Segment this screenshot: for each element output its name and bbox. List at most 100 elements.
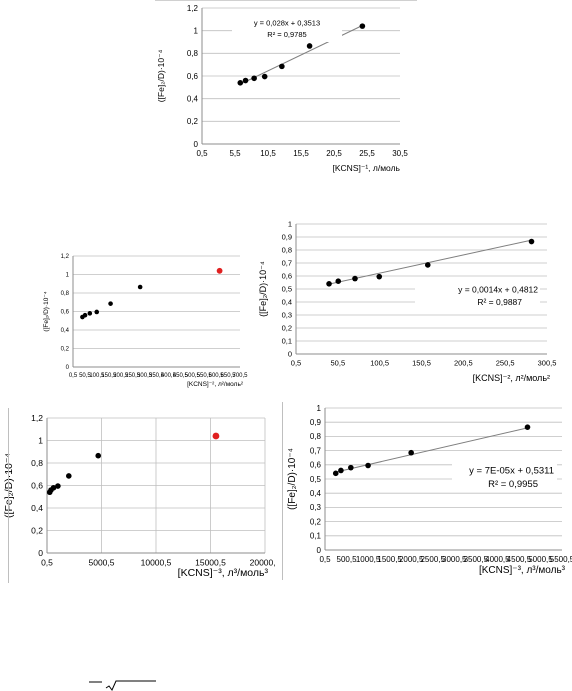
equation-box [452,462,557,490]
y-tick-label: 0 [288,350,292,359]
y-tick-label: 0,9 [310,418,322,427]
r-squared-label: R² = 0,9955 [488,479,538,490]
data-point [108,301,113,306]
x-tick-label: 15000,5 [195,558,226,568]
data-point [376,273,383,280]
chart-4: 0 0,2 0,4 0,6 0,8 1 1,2 0,5 5000,5 10000,5 15000,5… [3,413,275,579]
data-point [338,467,344,474]
chart-5-left-border [282,402,283,580]
data-point [55,483,61,489]
x-tick-label: 450,5 [173,373,189,379]
data-point [279,63,285,70]
y-tick-label: 1,2 [187,4,199,13]
x-tick-label: 3000,5 [442,555,467,564]
y-tick-label: 0,8 [187,49,199,58]
y-tick-label: 1 [317,404,322,413]
y-tick-label: 0,5 [310,475,322,484]
x-tick-label: 10,5 [260,149,276,158]
x-tick-label: 0,5 [291,359,301,368]
x-tick-label: 2500,5 [420,555,445,564]
data-point [524,424,531,430]
y-tick-label: 0,4 [31,503,43,513]
x-axis-title: [KCNS]⁻³, л³/моль³ [479,565,566,576]
equation-box [232,16,342,42]
r-squared-label: R² = 0,9887 [477,297,522,307]
data-point [261,73,268,80]
data-point [251,75,257,82]
y-tick-label: 0,6 [187,72,199,81]
x-tick-label: 550,5 [197,373,213,379]
y-tick-label: 1 [288,220,292,229]
y-tick-label: 0,6 [31,480,43,490]
x-tick-label: 5500,5 [550,555,572,564]
x-tick-label: 250,5 [496,359,515,368]
data-point [65,473,72,479]
chart-4-left-border [8,408,9,583]
y-tick-label: 1 [38,435,43,445]
x-tick-label: 0,5 [319,555,331,564]
data-point [94,309,100,315]
x-tick-label: 50,5 [79,373,91,379]
x-tick-label: 5000,5 [89,558,115,568]
x-tick-label: 4000,5 [485,555,510,564]
y-axis-title: ([Fe]₂/D)·10⁻⁴ [43,291,50,331]
y-tick-label: 1 [194,26,199,35]
y-tick-label: 0,6 [310,461,322,470]
y-tick-label: 0,5 [282,285,292,294]
data-point [95,452,102,459]
x-tick-label: 20000,5 [250,558,275,568]
y-tick-label: 0,8 [282,246,292,255]
outlier-point [216,267,223,274]
x-tick-label: 150,5 [101,373,117,379]
y-tick-label: 0 [66,365,70,371]
x-axis-title: [KCNS]⁻¹, л/моль [333,163,401,173]
data-point [365,462,371,469]
x-tick-label: 1000,5 [356,555,381,564]
x-tick-label: 300,5 [137,373,153,379]
data-point [528,238,535,245]
y-axis-title: ([Fe]₂/D)·10⁻⁴ [156,49,166,102]
y-tick-label: 0,9 [282,233,292,242]
y-tick-label: 0,4 [282,298,292,307]
y-tick-label: 0,2 [187,117,199,126]
x-tick-label: 30,5 [392,149,408,158]
x-tick-label: 700,5 [232,373,248,379]
x-tick-label: 0,5 [69,373,78,379]
y-tick-label: 0,6 [61,310,70,316]
y-tick-label: 1 [66,273,70,279]
data-point [326,281,332,287]
x-tick-label: 500,5 [185,373,201,379]
chart-2: 0 0,2 0,4 0,6 0,8 1 1,2 0,5 50,5100,5150,5200,52… [43,254,248,388]
data-point [237,80,244,86]
chart-5: 0 0,1 0,2 0,3 0,4 0,5 0,6 0,7 0,8 0,9 1 0,5 500,5 100… [287,404,572,576]
y-tick-label: 0 [38,548,43,558]
y-tick-label: 0,1 [282,337,292,346]
y-axis-title: ([Fe]₂/D)·10⁻⁴ [287,448,298,510]
trendline [328,239,532,285]
chart-1: 0 0,2 0,4 0,6 0,8 1 1,2 0,5 5,5 10,5 15,5 20,5 25,5 3… [156,4,408,173]
x-tick-label: 350,5 [149,373,165,379]
x-tick-label: 10000,5 [141,558,172,568]
y-tick-label: 0,8 [310,432,322,441]
x-tick-label: 15,5 [293,149,309,158]
y-tick-label: 0 [317,546,322,555]
trendline-equation: y = 7E-05x + 0,5311 [469,466,554,477]
x-tick-label: 500,5 [337,555,358,564]
y-tick-label: 0,2 [61,347,70,353]
y-tick-label: 0,3 [282,311,292,320]
data-point [242,77,249,84]
formula-fragment [89,680,156,691]
data-point [352,275,358,282]
data-point [82,312,88,318]
x-tick-label: 25,5 [359,149,375,158]
y-tick-label: 0,8 [31,458,43,468]
y-tick-label: 0,4 [310,489,322,498]
x-tick-label: 4500,5 [507,555,532,564]
x-tick-label: 2000,5 [399,555,424,564]
x-tick-label: 600,5 [209,373,225,379]
y-tick-label: 0,2 [310,517,322,526]
y-tick-label: 0,7 [282,259,292,268]
x-axis-title: [KCNS]⁻², л²/моль² [187,381,244,388]
x-tick-label: 20,5 [326,149,342,158]
y-tick-label: 0,6 [282,272,292,281]
